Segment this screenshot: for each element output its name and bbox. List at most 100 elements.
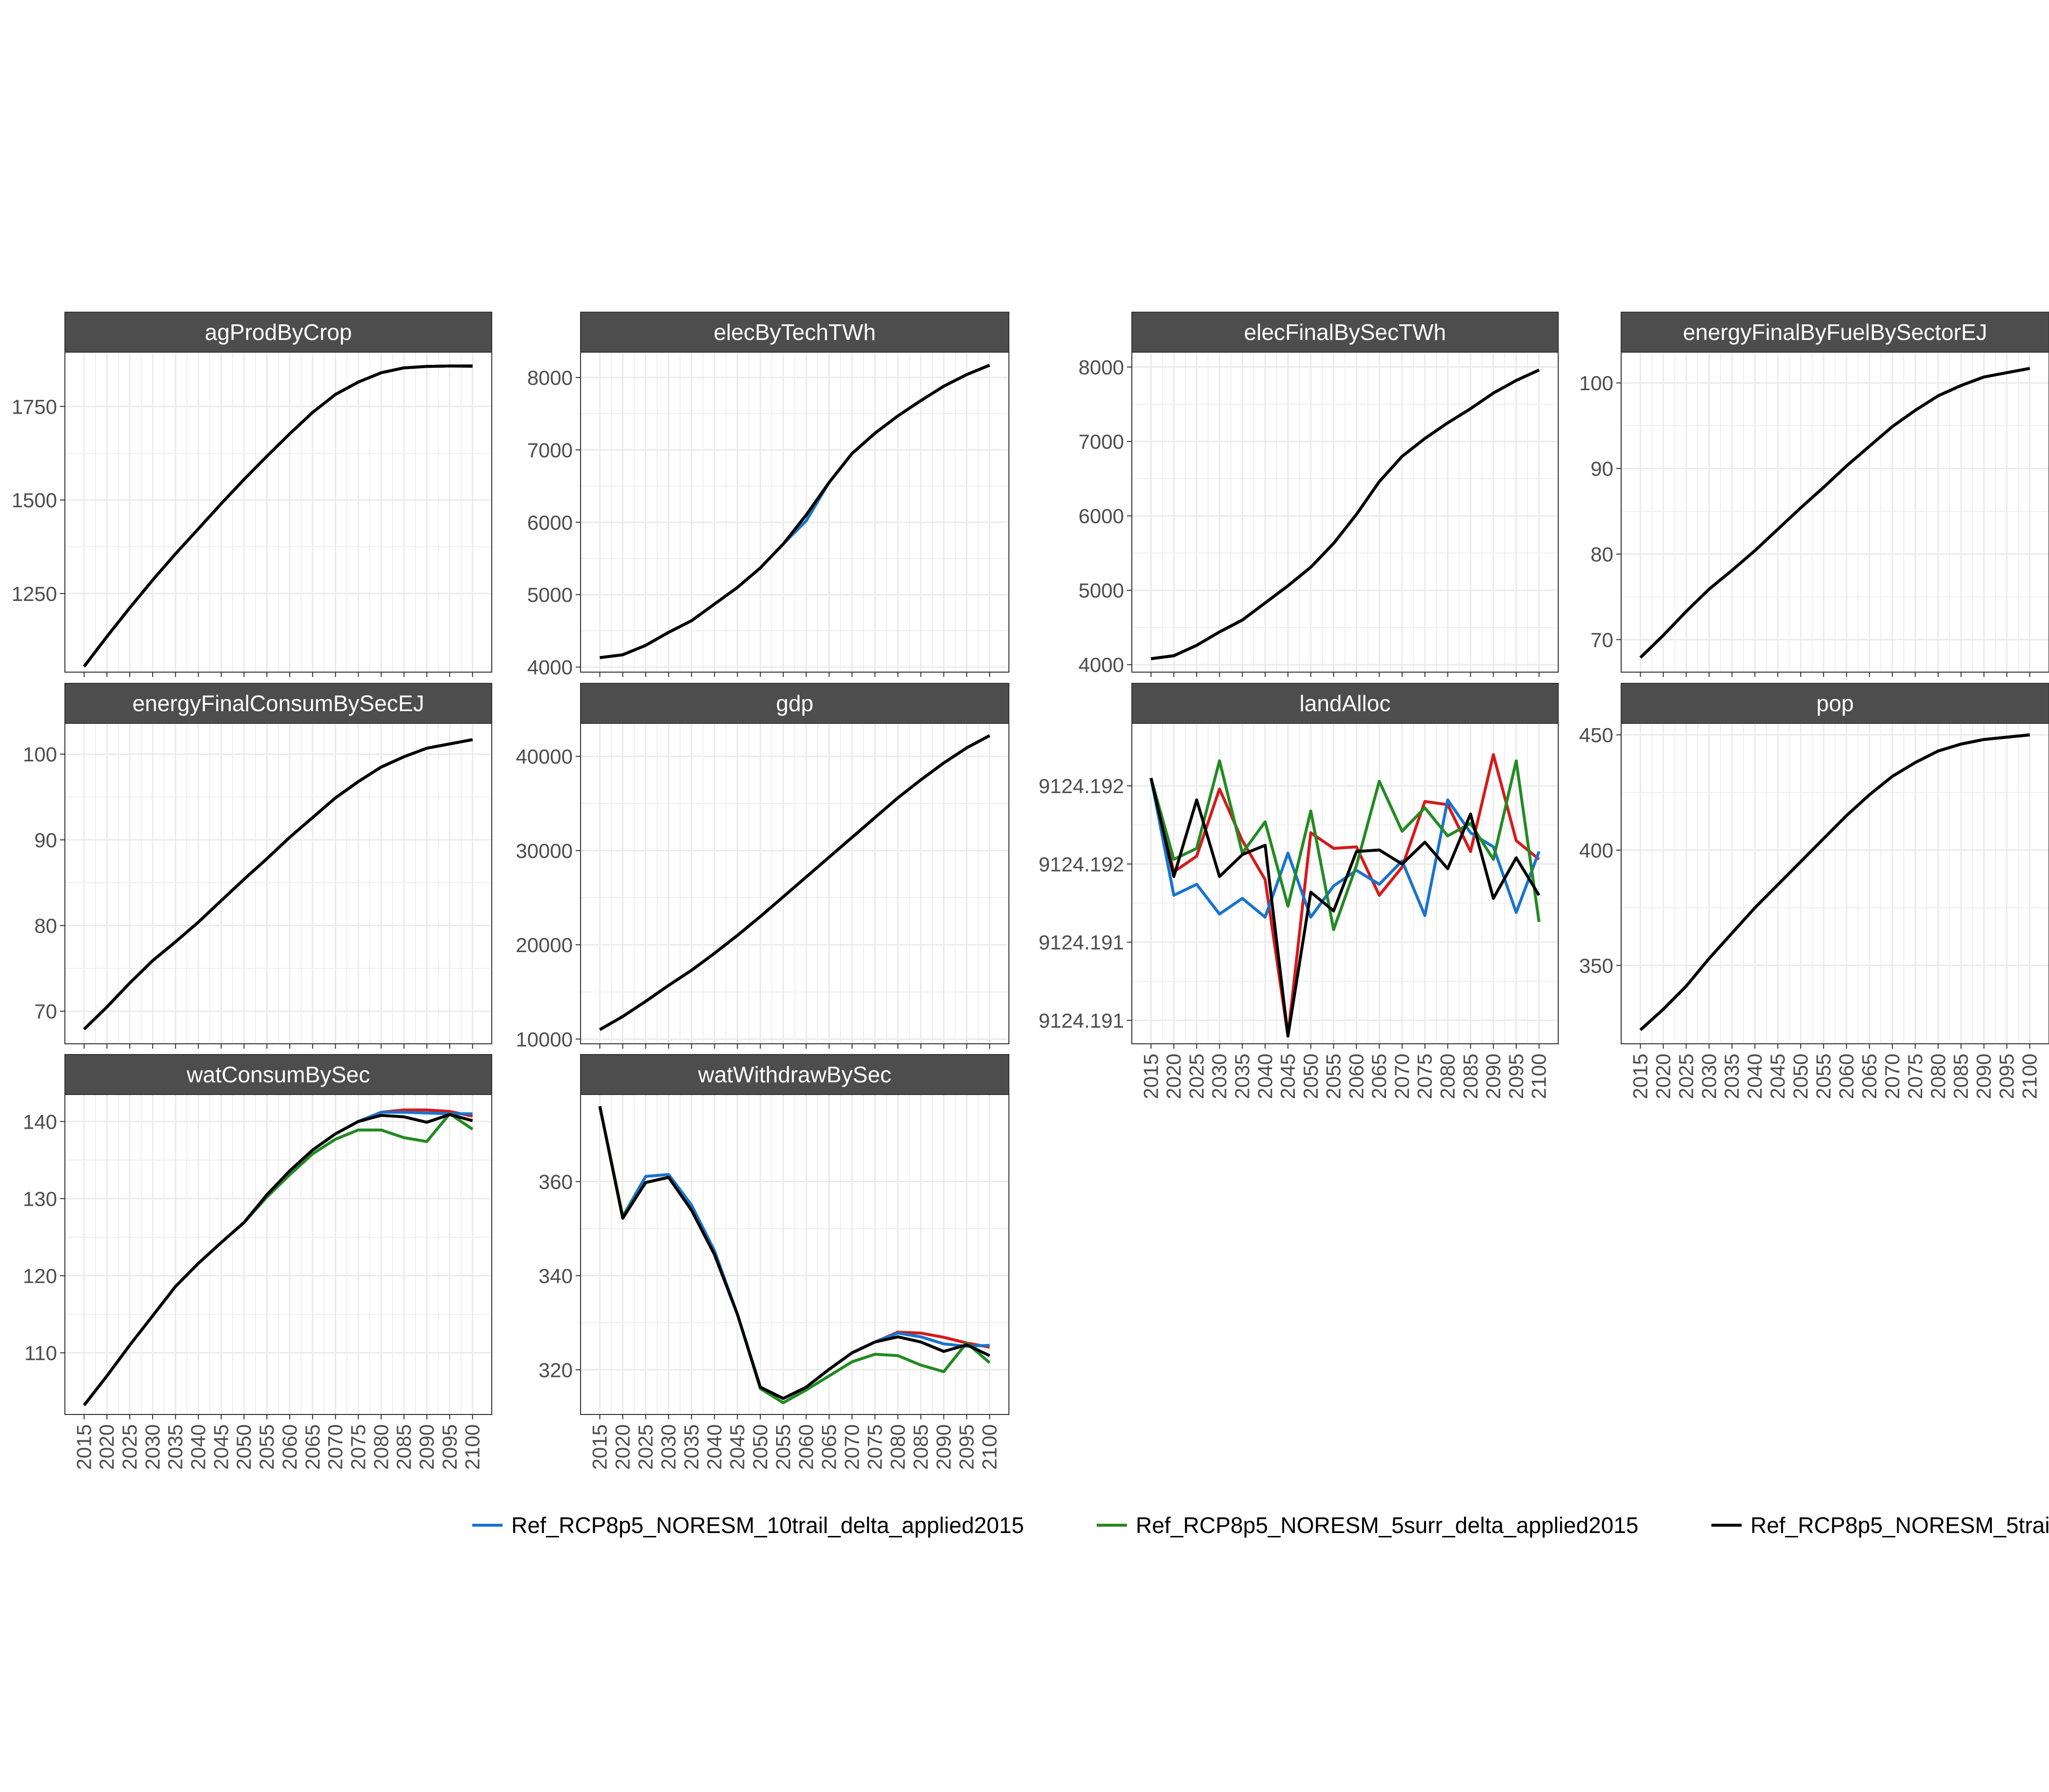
series-line-4 [600,363,990,659]
y-tick-label: 4000 [1079,654,1124,677]
x-tick-label: 2055 [255,1424,278,1470]
y-tick-label: 1250 [12,582,57,605]
y-tick-label: 110 [24,1342,57,1365]
x-tick-label: 2060 [278,1424,301,1470]
strip-energy-final-consum-by-sec-ej [64,683,492,724]
x-tick-label: 2080 [886,1424,909,1470]
strip-land-alloc [1131,683,1559,724]
panel-title: elecByTechTWh [714,319,876,345]
series-line-4 [599,734,990,1031]
panels: agProdByCrop 1250 1500 1750 elecByTechTWh 400… [12,312,2049,1470]
x-tick-label: 2095 [438,1424,461,1470]
x-tick-label: 2035 [1720,1054,1743,1099]
legend-label: Ref_RCP8p5_NORESM_10trail_delta_applied2… [511,1513,1024,1538]
series-line-4 [1150,368,1540,660]
y-tick-label: 9124.192 [1039,853,1124,876]
x-tick-label: 2045 [726,1424,749,1470]
x-tick-label: 2100 [978,1424,1001,1470]
y-tick-label: 9124.191 [1039,1009,1124,1032]
panel-land-alloc: landAlloc 9124.191 9124.191 9124.192 9124.19… [1039,683,1559,1099]
x-tick-label: 2080 [1927,1054,1949,1099]
legend: Ref_RCP8p5_NORESM_10surr_delta_applied20… [472,1513,2049,1538]
series-line-4 [1639,733,2030,1031]
y-tick-label: 1750 [12,395,57,418]
x-tick-label: 2100 [2018,1054,2041,1099]
x-tick-label: 2065 [817,1424,840,1470]
panel-title: watWithdrawBySec [698,1062,891,1087]
x-tick-label: 2070 [840,1424,863,1470]
x-tick-label: 2100 [461,1424,484,1470]
y-tick-label: 140 [23,1110,57,1133]
strip-wat-consum-by-sec [64,1054,492,1095]
y-tick-label: 120 [23,1264,57,1287]
x-tick-label: 2070 [1881,1054,1904,1099]
x-tick-label: 2030 [657,1424,680,1470]
y-tick-label: 70 [34,1000,57,1023]
y-tick-label: 360 [539,1170,573,1193]
panel-title: landAlloc [1300,691,1391,716]
x-tick-label: 2090 [1972,1054,1995,1099]
x-tick-label: 2075 [346,1424,369,1470]
y-tick-label: 6000 [527,511,573,534]
x-tick-label: 2080 [1436,1054,1459,1099]
y-tick-label: 70 [1590,628,1613,651]
strip-energy-final-by-fuel-by-sector-ej [1621,312,2049,353]
x-tick-label: 2050 [232,1424,255,1470]
panel-title: energyFinalConsumBySecEJ [132,691,424,716]
panel-title: energyFinalByFuelBySectorEJ [1683,319,1988,345]
y-tick-label: 4000 [527,656,573,679]
y-tick-label: 100 [23,743,57,766]
y-tick-label: 8000 [1079,356,1124,379]
x-tick-label: 2095 [955,1424,978,1470]
x-tick-label: 2015 [1628,1054,1651,1099]
panel-border [64,1094,492,1415]
x-tick-label: 2085 [1459,1054,1482,1099]
x-tick-label: 2015 [72,1424,95,1470]
panel-border [580,723,1009,1044]
panel-border [64,723,492,1044]
panel-ag-prod-by-crop: agProdByCrop 1250 1500 1750 [12,312,492,677]
x-tick-label: 2035 [164,1424,187,1470]
y-tick-label: 20000 [516,934,573,956]
x-tick-label: 2020 [611,1424,634,1470]
series-line-4 [83,738,473,1031]
x-tick-label: 2025 [1674,1054,1697,1099]
y-tick-label: 7000 [527,438,573,461]
x-tick-label: 2025 [1185,1054,1208,1099]
strip-pop [1621,683,2049,724]
x-tick-label: 2080 [369,1424,392,1470]
x-tick-label: 2085 [909,1424,932,1470]
x-tick-label: 2090 [1482,1054,1505,1099]
x-tick-label: 2050 [1789,1054,1812,1099]
x-tick-label: 2060 [1345,1054,1367,1099]
panel-elec-final-by-sec-twh: elecFinalBySecTWh 4000 5000 6000 7000 8000 [1079,312,1559,677]
x-tick-label: 2015 [1139,1054,1162,1099]
strip-elec-final-by-sec-twh [1131,312,1559,353]
y-tick-label: 9124.192 [1039,775,1124,797]
y-tick-label: 8000 [527,366,573,389]
legend-label: Ref_RCP8p5_NORESM_5trail_delta_applied20… [1750,1513,2049,1538]
x-tick-label: 2045 [1276,1054,1299,1099]
panel-title: pop [1816,691,1854,716]
panel-border [1131,352,1559,673]
y-tick-label: 130 [23,1187,57,1210]
panel-elec-by-tech-twh: elecByTechTWh 4000 5000 6000 7000 8000 [527,312,1009,679]
y-tick-label: 40000 [516,745,573,768]
x-tick-label: 2085 [1949,1054,1972,1099]
x-tick-label: 2085 [392,1424,415,1470]
y-tick-label: 350 [1579,954,1613,977]
x-tick-label: 2095 [1995,1054,2018,1099]
x-tick-label: 2065 [1367,1054,1390,1099]
y-tick-label: 90 [1590,458,1613,480]
x-tick-label: 2055 [1812,1054,1835,1099]
y-tick-label: 7000 [1079,430,1124,453]
x-tick-label: 2035 [680,1424,703,1470]
x-tick-label: 2025 [634,1424,657,1470]
y-tick-label: 340 [539,1264,573,1287]
panel-title: watConsumBySec [186,1062,370,1087]
x-tick-label: 2050 [749,1424,772,1470]
series-line-4 [1149,777,1541,1037]
x-tick-label: 2055 [1322,1054,1345,1099]
